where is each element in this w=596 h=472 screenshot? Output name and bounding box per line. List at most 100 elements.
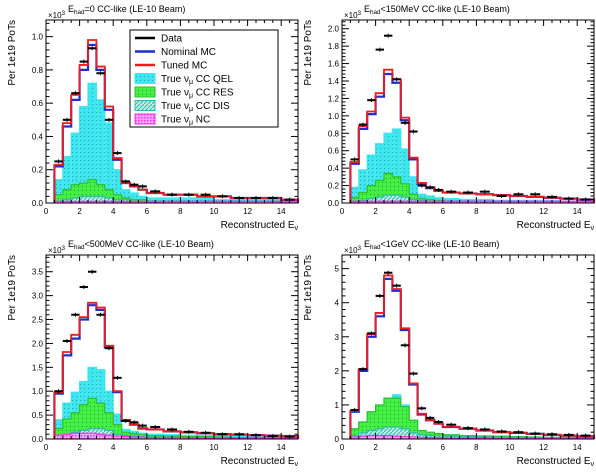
y-multiplier-exp: 3 xyxy=(358,246,362,252)
component-bar xyxy=(71,198,80,203)
component-bar xyxy=(409,432,418,439)
x-tick-label: 12 xyxy=(243,443,252,452)
y-tick-label: 0.6 xyxy=(328,147,340,156)
component-bar xyxy=(384,195,393,203)
x-tick-label: 4 xyxy=(407,443,412,452)
x-tick-label: 0 xyxy=(44,443,49,452)
x-tick-label: 8 xyxy=(178,207,183,216)
panel-title-rest: <1GeV CC-like (LE-10 Beam) xyxy=(381,239,500,249)
component-bar xyxy=(409,176,418,203)
component-bar xyxy=(350,201,359,203)
component-bar xyxy=(375,201,384,203)
x-tick-label: 12 xyxy=(539,207,548,216)
y-multiplier-exp: 3 xyxy=(358,11,362,17)
component-bar xyxy=(384,398,393,439)
y-tick-label: 4 xyxy=(335,299,340,308)
component-bar xyxy=(400,196,410,203)
y-tick-label: 1.5 xyxy=(32,363,44,372)
y-multiplier: ×103 xyxy=(48,246,66,255)
component-bar xyxy=(54,194,63,203)
y-tick-label: 0.0 xyxy=(328,199,340,208)
panel-title-rest: <500MeV CC-like (LE-10 Beam) xyxy=(85,239,214,249)
y-tick-label: 2.0 xyxy=(328,25,340,34)
legend-label-dis-main: True ν xyxy=(161,101,189,112)
component-bar xyxy=(417,201,426,203)
y-multiplier-exp: 3 xyxy=(62,11,66,17)
legend-label-nc-main: True ν xyxy=(161,115,189,126)
component-bar xyxy=(392,195,401,203)
y-tick-label: 0.5 xyxy=(32,411,44,420)
y-tick-label: 0.4 xyxy=(328,164,340,173)
x-tick-label: 14 xyxy=(277,443,286,452)
component-bar xyxy=(358,192,368,203)
component-bar xyxy=(350,428,359,439)
component-bar xyxy=(88,398,97,439)
legend-label-nominal: Nominal MC xyxy=(161,47,216,58)
component-bar xyxy=(400,436,410,439)
y-tick-label: 3.0 xyxy=(32,292,44,301)
component-bar xyxy=(54,428,63,439)
panel-title-subscript: had xyxy=(370,244,381,251)
y-tick-label: 3.5 xyxy=(32,268,44,277)
y-axis-label: Per 1e19 PoTs xyxy=(7,20,18,86)
legend-label-dis-rest: CC DIS xyxy=(193,101,230,112)
component-bar xyxy=(113,201,122,203)
component-bar xyxy=(392,128,401,203)
x-tick-label: 14 xyxy=(573,443,582,452)
component-bar xyxy=(392,436,401,439)
chart-panel-3: 0 2 4 6 8 10 12 14 0.0 0.5 1.0 1.5 2.0 2.5 3.0 3.5 ×103 E… xyxy=(7,239,300,468)
panel-title: Ehad=0 CC-like (LE-10 Beam) xyxy=(68,4,185,16)
y-multiplier-base: ×10 xyxy=(344,11,358,20)
component-bar xyxy=(71,201,80,203)
legend-label-nc-subscript: μ xyxy=(189,120,193,127)
panel-title-main: E xyxy=(364,239,370,249)
component-bar xyxy=(367,435,376,439)
y-tick-label: 1.8 xyxy=(328,42,340,51)
legend-dis-swatch xyxy=(134,100,156,111)
component-bar xyxy=(434,201,443,203)
component-bar xyxy=(104,198,114,203)
component-bar xyxy=(113,436,122,439)
component-bar xyxy=(384,427,393,439)
y-tick-label: 3 xyxy=(335,333,340,342)
component-bar xyxy=(400,428,410,439)
component-bar xyxy=(426,201,435,203)
y-tick-label: 5 xyxy=(335,265,340,274)
x-tick-label: 12 xyxy=(243,207,252,216)
x-tick-label: 6 xyxy=(441,443,446,452)
component-bar xyxy=(96,403,105,439)
panel-title-subscript: had xyxy=(74,244,85,251)
component-bar xyxy=(375,435,384,439)
component-bar xyxy=(62,434,72,439)
component-bar xyxy=(79,433,88,439)
component-bar xyxy=(384,133,393,203)
component-bar xyxy=(88,83,97,203)
x-axis-label: Reconstructed Eν xyxy=(221,456,299,468)
y-tick-label: 1.0 xyxy=(328,112,340,121)
y-multiplier: ×103 xyxy=(344,246,362,255)
component-bar xyxy=(121,189,130,203)
legend-label-res-rest: CC RES xyxy=(193,88,234,99)
component-bar xyxy=(358,201,368,203)
x-axis-label-main: Reconstructed E xyxy=(221,456,295,467)
x-tick-label: 0 xyxy=(340,207,345,216)
component-bar xyxy=(62,156,72,203)
component-bar xyxy=(409,194,418,203)
component-bar xyxy=(358,421,368,439)
legend-label-data: Data xyxy=(161,34,183,45)
x-tick-label: 8 xyxy=(474,207,479,216)
legend-label-nc: True νμ NC xyxy=(161,115,210,127)
component-bar xyxy=(367,185,376,203)
legend-label-dis: True νμ CC DIS xyxy=(161,101,230,113)
component-bar xyxy=(367,155,376,203)
legend-label-tuned: Tuned MC xyxy=(161,61,207,72)
component-bar xyxy=(417,437,426,439)
x-tick-label: 10 xyxy=(210,443,219,452)
component-bar xyxy=(375,180,384,203)
component-bar xyxy=(54,201,63,203)
legend-label-qel-rest: CC QEL xyxy=(193,74,233,85)
component-bar xyxy=(375,143,384,203)
y-tick-label: 2.0 xyxy=(32,339,44,348)
